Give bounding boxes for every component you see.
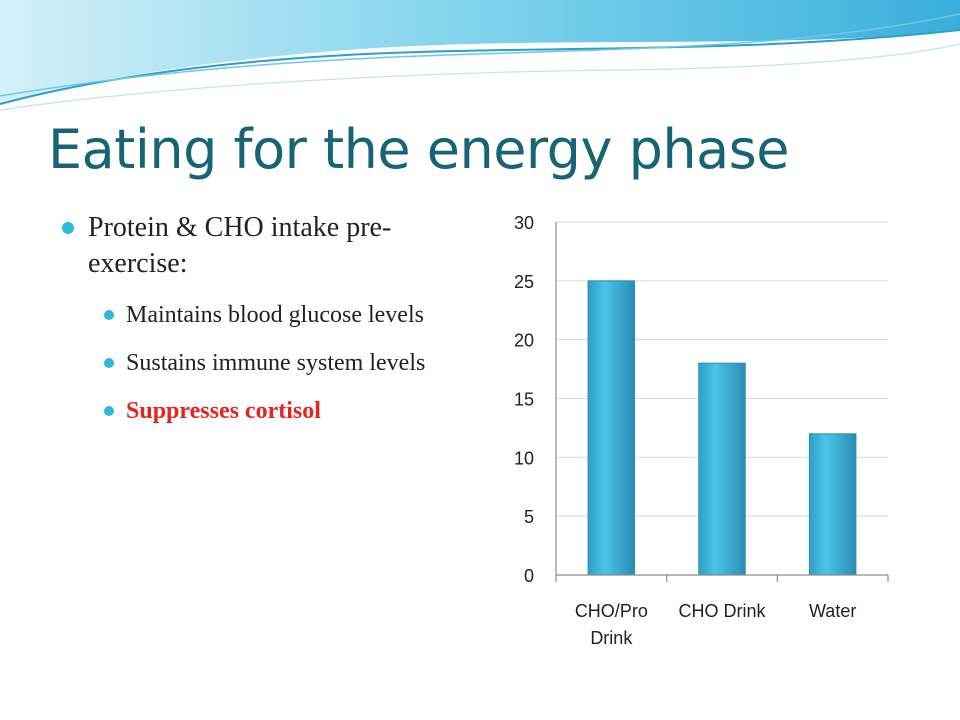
bullet-text: Protein & CHO intake pre-exercise: <box>88 212 392 279</box>
bullet-text: Sustains immune system levels <box>126 350 426 376</box>
axes <box>555 222 889 582</box>
x-tick-label: CHO/Pro Drink <box>575 601 648 648</box>
bullet-text: Suppresses cortisol <box>126 398 321 424</box>
sub-bullet-item: Maintains blood glucose levels <box>60 300 480 330</box>
sub-bullet-item: Sustains immune system levels <box>60 348 480 378</box>
bar <box>587 280 636 576</box>
y-tick-label: 10 <box>514 448 534 468</box>
y-tick-label: 15 <box>514 390 534 410</box>
slide-title: Eating for the energy phase <box>48 118 790 181</box>
bullet-dot-icon <box>104 310 114 320</box>
bars <box>587 280 857 576</box>
y-tick-label: 5 <box>524 507 534 527</box>
y-tick-label: 20 <box>514 331 534 351</box>
sub-bullet-item-highlighted: Suppresses cortisol <box>60 396 480 426</box>
bullet-dot-icon <box>104 358 114 368</box>
y-tick-label: 30 <box>514 213 534 233</box>
x-tick-label: Water <box>809 601 856 621</box>
header-wave-decoration <box>0 0 960 111</box>
bullet-dot-icon <box>62 222 74 234</box>
tick-labels: 0 5 10 15 20 25 30 CHO/Pro Drink CHO Drink Water <box>514 213 856 648</box>
x-tick-label: CHO Drink <box>678 601 766 621</box>
y-tick-label: 0 <box>524 566 534 586</box>
bullet-text: Maintains blood glucose levels <box>126 302 424 328</box>
bar <box>808 433 857 576</box>
bar-chart: 0 5 10 15 20 25 30 CHO/Pro Drink CHO Drink Water <box>514 213 889 648</box>
y-tick-label: 25 <box>514 272 534 292</box>
bullet-item: Protein & CHO intake pre-exercise: <box>60 210 480 282</box>
bullet-list: Protein & CHO intake pre-exercise: Maint… <box>60 210 480 444</box>
bar <box>698 362 746 576</box>
bullet-dot-icon <box>104 406 114 416</box>
